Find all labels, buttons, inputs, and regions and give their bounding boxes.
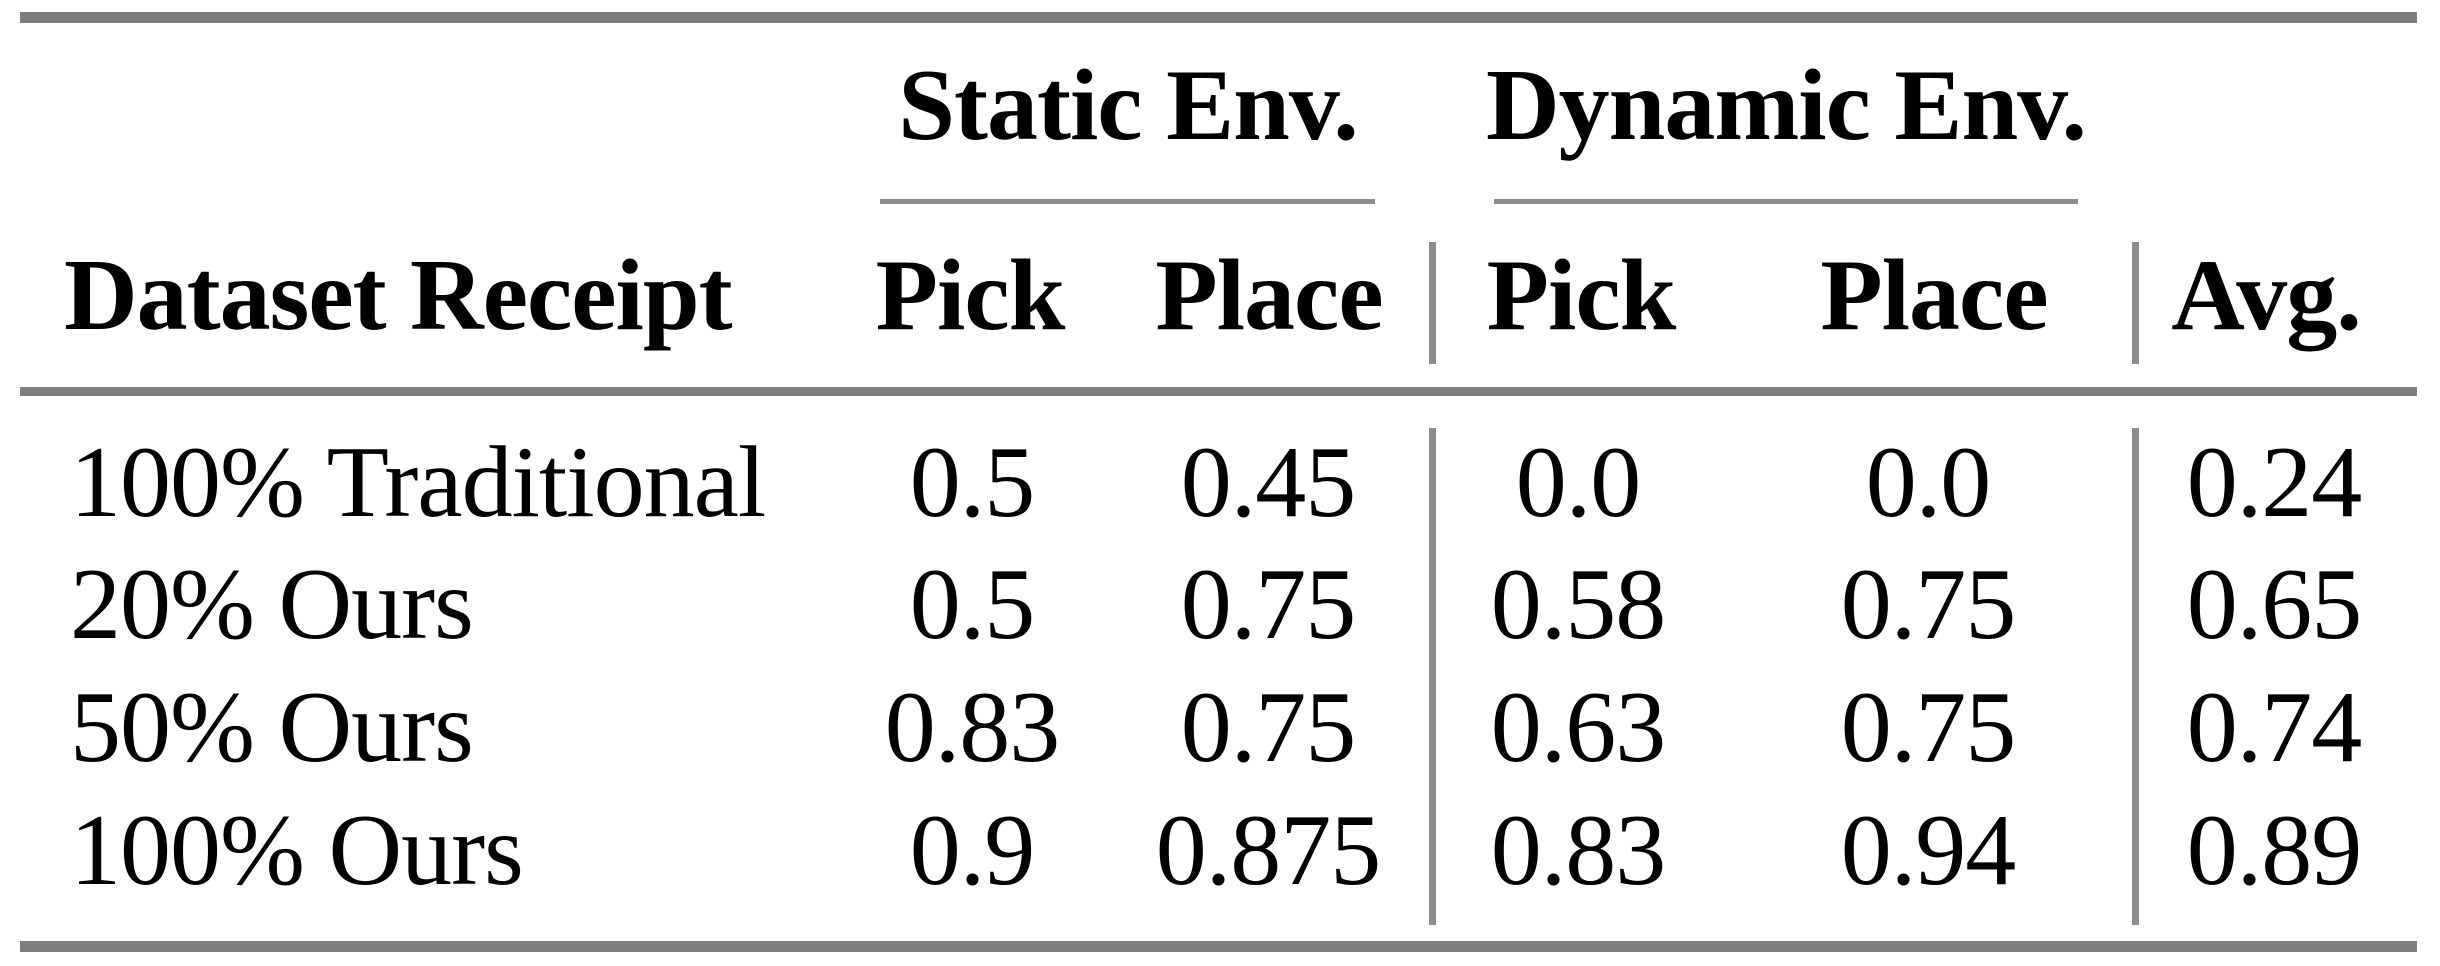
value-static-place: 0.45 [1180,426,1356,539]
column-header-static-pick: Pick [875,239,1066,352]
row-label: 20% Ours [70,548,474,661]
column-header-dataset-receipt: Dataset Receipt [64,239,733,352]
value-avg: 0.65 [2186,548,2362,661]
value-dynamic-place: 0.94 [1840,794,2016,907]
value-avg: 0.24 [2186,426,2362,539]
dynamic-env-cmidrule [1494,199,2078,204]
vertical-separator-dynamic-avg-header [2132,242,2139,364]
value-avg: 0.89 [2186,794,2362,907]
value-dynamic-pick: 0.0 [1515,426,1641,539]
value-static-pick: 0.5 [909,548,1035,661]
row-label: 100% Ours [70,794,524,907]
row-label: 100% Traditional [70,426,766,539]
vertical-separator-static-dynamic-header [1429,242,1436,364]
column-header-dynamic-pick: Pick [1486,239,1677,352]
value-dynamic-pick: 0.63 [1490,671,1666,784]
row-label: 50% Ours [70,671,474,784]
value-dynamic-place: 0.0 [1865,426,1991,539]
column-header-dynamic-place: Place [1820,239,2048,352]
group-header-static-env: Static Env. [898,49,1358,162]
value-dynamic-place: 0.75 [1840,548,2016,661]
top-rule [20,12,2417,23]
value-avg: 0.74 [2186,671,2362,784]
vertical-separator-static-dynamic-body [1429,428,1436,925]
bottom-rule [20,941,2417,952]
value-static-place: 0.875 [1155,794,1381,907]
static-env-cmidrule [880,199,1375,204]
value-dynamic-place: 0.75 [1840,671,2016,784]
value-static-pick: 0.9 [909,794,1035,907]
group-header-dynamic-env: Dynamic Env. [1485,49,2087,162]
value-static-place: 0.75 [1180,671,1356,784]
value-dynamic-pick: 0.58 [1490,548,1666,661]
value-static-place: 0.75 [1180,548,1356,661]
column-header-avg: Avg. [2171,239,2362,352]
value-dynamic-pick: 0.83 [1490,794,1666,907]
value-static-pick: 0.5 [909,426,1035,539]
vertical-separator-dynamic-avg-body [2132,428,2139,925]
header-midrule [20,387,2417,396]
value-static-pick: 0.83 [884,671,1060,784]
column-header-static-place: Place [1155,239,1383,352]
